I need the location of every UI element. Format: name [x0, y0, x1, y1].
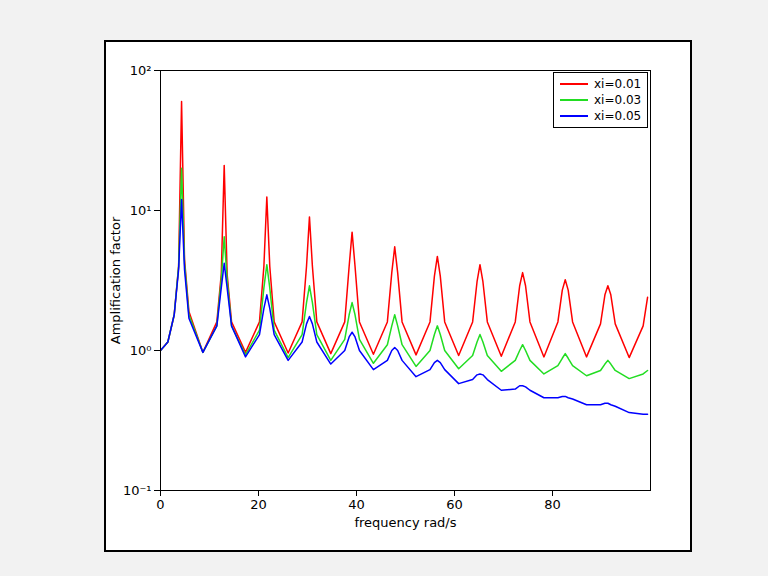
svg-text:60: 60 — [446, 497, 463, 512]
svg-text:40: 40 — [348, 497, 365, 512]
svg-text:frequency rad/s: frequency rad/s — [354, 515, 456, 530]
svg-text:Amplification factor: Amplification factor — [108, 216, 123, 344]
html-text:xi=0.01: xi=0.01 — [594, 77, 642, 91]
svg-text:10¹: 10¹ — [130, 203, 152, 218]
svg-text:80: 80 — [544, 497, 561, 512]
html-text:xi=0.05: xi=0.05 — [594, 109, 642, 123]
svg-text:10⁰: 10⁰ — [130, 343, 152, 358]
svg-text:0: 0 — [156, 497, 164, 512]
html-text:xi=0.03: xi=0.03 — [594, 93, 642, 107]
svg-text:20: 20 — [250, 497, 267, 512]
svg-text:10⁻¹: 10⁻¹ — [123, 483, 152, 498]
svg-text:10²: 10² — [130, 63, 152, 78]
